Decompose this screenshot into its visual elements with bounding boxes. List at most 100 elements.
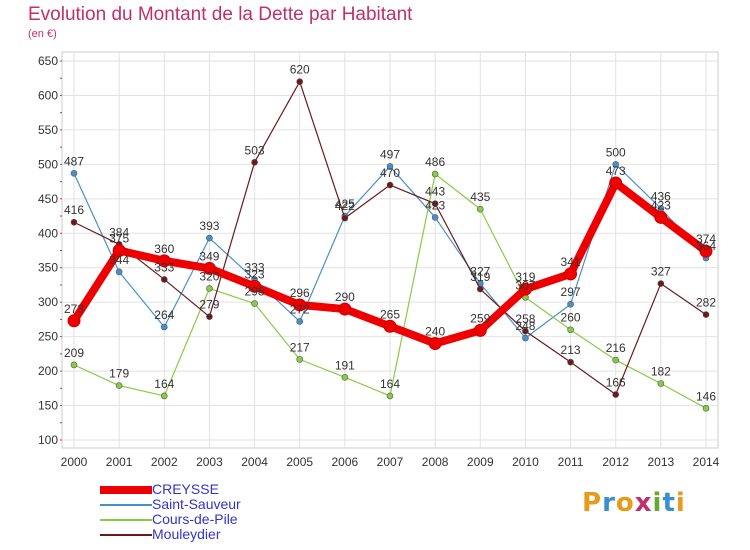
data-point	[386, 392, 394, 400]
y-tick-label: 650	[38, 54, 58, 68]
data-label: 503	[245, 143, 265, 157]
legend-item: CREYSSE	[100, 482, 241, 497]
legend-label: Mouleydier	[152, 526, 221, 542]
data-label: 374	[696, 232, 716, 246]
data-point	[522, 334, 529, 342]
data-label: 273	[64, 302, 84, 316]
legend-label: Cours-de-Pile	[152, 511, 238, 527]
data-label: 500	[606, 145, 626, 159]
data-label: 216	[606, 341, 626, 355]
data-point	[386, 181, 394, 189]
data-label: 327	[651, 265, 671, 279]
data-label: 333	[245, 260, 265, 274]
data-label: 360	[154, 242, 174, 256]
data-label: 323	[245, 267, 265, 281]
data-point	[251, 300, 258, 307]
data-point	[383, 319, 397, 333]
data-point	[476, 205, 484, 213]
data-label: 259	[470, 311, 490, 325]
y-tick-label: 300	[38, 295, 58, 309]
unit-label: (en €)	[28, 28, 57, 40]
y-tick-label: 400	[38, 226, 58, 240]
data-label: 282	[696, 296, 716, 310]
y-tick-label: 150	[38, 399, 58, 413]
x-tick-label: 2009	[467, 455, 494, 469]
data-point	[70, 170, 78, 177]
data-point	[431, 214, 439, 221]
data-point	[296, 318, 304, 325]
x-tick-label: 2012	[602, 455, 629, 469]
data-label: 320	[199, 269, 219, 283]
data-label: 436	[651, 189, 671, 203]
data-point	[341, 373, 349, 381]
chart-legend: CREYSSE Saint-Sauveur Cours-de-Pile Mouleyd…	[100, 482, 241, 542]
chart-title: Evolution du Montant de la Dette par Hab…	[28, 4, 413, 25]
data-label: 260	[561, 311, 581, 325]
logo-letter: x	[634, 488, 653, 518]
data-point	[612, 161, 620, 168]
legend-swatch	[100, 533, 152, 536]
y-tick-label: 250	[38, 330, 58, 344]
data-label: 164	[154, 377, 174, 391]
data-label: 240	[425, 325, 445, 339]
data-label: 620	[290, 63, 310, 77]
data-point	[70, 361, 78, 369]
x-tick-label: 2010	[512, 455, 539, 469]
logo-letter: o	[615, 488, 635, 518]
data-label: 349	[199, 249, 219, 263]
x-tick-label: 2014	[693, 455, 720, 469]
data-point	[251, 158, 258, 166]
y-tick-label: 100	[38, 433, 58, 447]
data-point	[206, 285, 213, 292]
data-label: 146	[696, 389, 716, 403]
data-point	[296, 78, 304, 85]
data-label: 272	[290, 302, 310, 316]
data-label: 473	[606, 164, 626, 178]
y-tick-label: 200	[38, 364, 58, 378]
data-point	[702, 311, 710, 318]
data-point	[112, 244, 126, 257]
data-point	[567, 358, 574, 366]
data-point	[609, 176, 623, 190]
data-label: 279	[199, 298, 219, 312]
data-point	[476, 285, 484, 293]
data-point	[160, 323, 168, 331]
x-tick-label: 2002	[151, 455, 178, 469]
data-point	[612, 356, 620, 364]
data-label: 423	[651, 198, 671, 212]
data-label: 191	[335, 358, 355, 372]
legend-item: Cours-de-Pile	[100, 512, 241, 527]
proxiti-logo: Proxiti	[582, 488, 686, 518]
data-label: 423	[425, 198, 445, 212]
x-tick-label: 2006	[332, 455, 359, 469]
data-label: 179	[109, 367, 129, 381]
legend-swatch	[100, 503, 152, 506]
logo-letter: i	[652, 488, 663, 518]
data-point	[522, 327, 529, 335]
data-label: 443	[425, 185, 445, 199]
data-label: 375	[109, 232, 129, 246]
x-tick-label: 2013	[648, 455, 675, 469]
y-tick-label: 500	[38, 157, 58, 171]
data-label: 164	[380, 377, 400, 391]
data-label: 217	[290, 340, 310, 354]
data-label: 248	[515, 319, 535, 333]
data-point	[386, 163, 394, 170]
data-point	[657, 280, 665, 287]
data-label: 497	[380, 147, 400, 161]
data-point	[431, 170, 439, 178]
legend-item: Mouleydier	[100, 527, 241, 542]
data-point	[702, 405, 710, 412]
data-label: 333	[154, 260, 174, 274]
data-point	[160, 276, 168, 283]
data-point	[657, 380, 665, 387]
data-label: 297	[561, 285, 581, 299]
data-point	[341, 214, 349, 222]
data-point	[431, 200, 439, 207]
line-chart: 100 150 200 250 300 350 400 450 500 550 600 650 2000…	[38, 51, 720, 469]
data-point	[70, 218, 78, 226]
data-label: 296	[290, 286, 310, 300]
legend-label: CREYSSE	[152, 481, 219, 497]
logo-letter: r	[602, 488, 616, 518]
